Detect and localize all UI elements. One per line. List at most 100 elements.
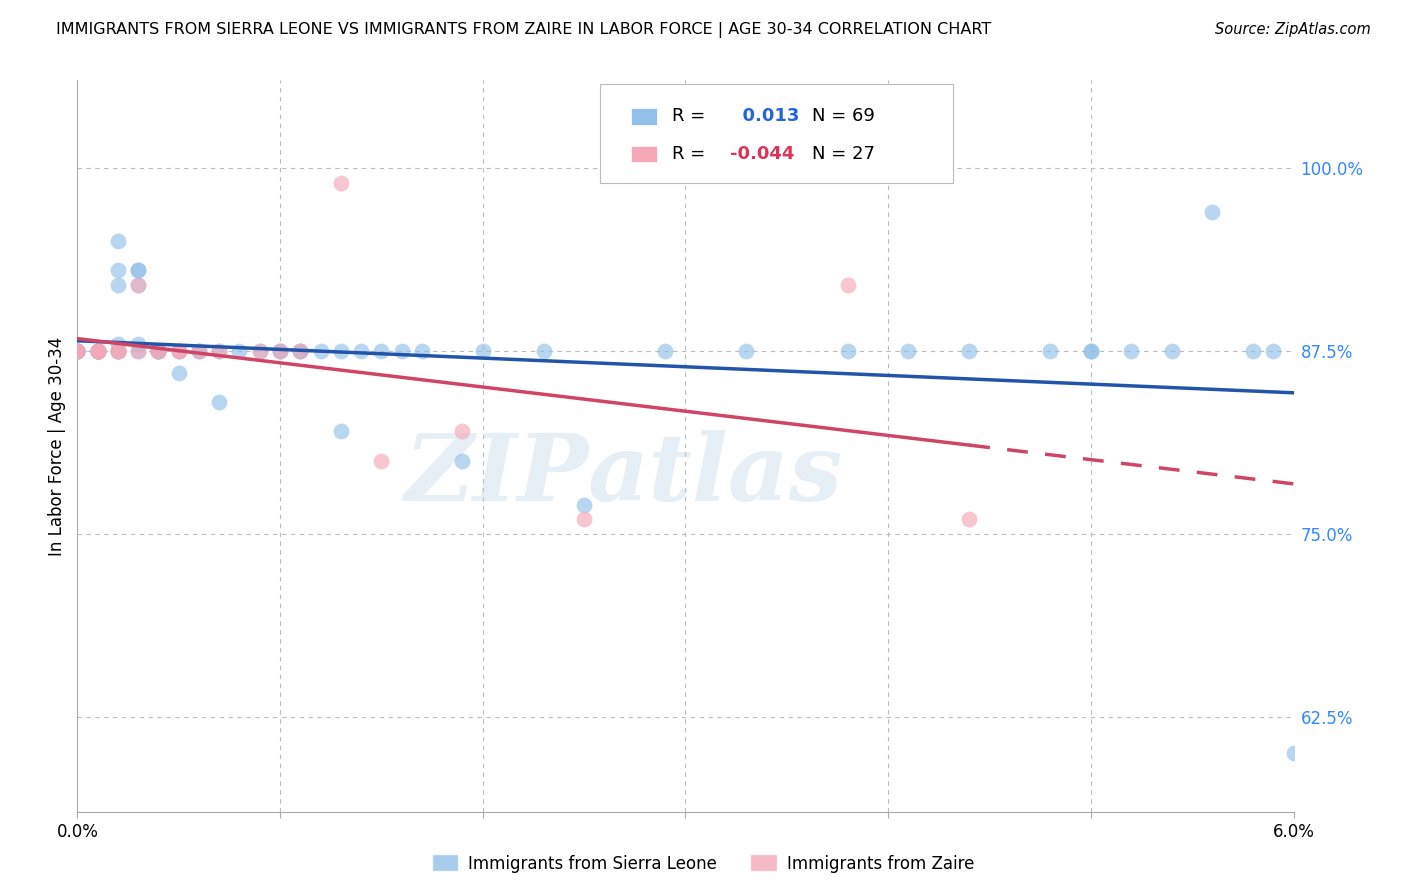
Point	[107, 278, 129, 293]
Point	[107, 343, 129, 358]
Text: Source: ZipAtlas.com: Source: ZipAtlas.com	[1215, 22, 1371, 37]
Point	[208, 343, 231, 358]
Point	[572, 512, 595, 526]
Point	[148, 343, 170, 358]
Point	[370, 453, 392, 467]
FancyBboxPatch shape	[631, 146, 658, 162]
Text: N = 69: N = 69	[811, 108, 875, 126]
Point	[66, 343, 89, 358]
Point	[290, 343, 312, 358]
Point	[107, 343, 129, 358]
Point	[329, 176, 352, 190]
Point	[249, 343, 271, 358]
FancyBboxPatch shape	[631, 109, 658, 125]
Point	[86, 343, 108, 358]
Point	[533, 343, 555, 358]
Point	[228, 343, 250, 358]
Point	[329, 425, 352, 439]
Point	[837, 278, 859, 293]
Point	[290, 343, 312, 358]
Point	[148, 343, 170, 358]
Point	[127, 343, 149, 358]
Point	[66, 343, 89, 358]
Point	[66, 343, 89, 358]
Point	[66, 343, 89, 358]
Point	[86, 343, 108, 358]
Text: R =: R =	[672, 145, 711, 163]
Point	[471, 343, 494, 358]
Point	[86, 343, 108, 358]
Point	[107, 336, 129, 351]
FancyBboxPatch shape	[600, 84, 953, 183]
Point	[370, 343, 392, 358]
Point	[188, 343, 211, 358]
Point	[1121, 343, 1143, 358]
Point	[329, 343, 352, 358]
Point	[107, 263, 129, 277]
Point	[86, 343, 108, 358]
Point	[127, 343, 149, 358]
Point	[86, 343, 108, 358]
Point	[86, 343, 108, 358]
Point	[66, 343, 89, 358]
Point	[735, 343, 758, 358]
Point	[188, 343, 211, 358]
Point	[66, 343, 89, 358]
Point	[451, 453, 474, 467]
Point	[1241, 343, 1264, 358]
Point	[167, 343, 190, 358]
Point	[572, 498, 595, 512]
Point	[86, 343, 108, 358]
Text: -0.044: -0.044	[731, 145, 794, 163]
Text: ZIP: ZIP	[404, 430, 588, 520]
Point	[411, 343, 433, 358]
Point	[1263, 343, 1285, 358]
Point	[86, 343, 108, 358]
Point	[391, 343, 413, 358]
Point	[1039, 343, 1062, 358]
Point	[1080, 343, 1102, 358]
Point	[167, 366, 190, 380]
Point	[86, 343, 108, 358]
Point	[107, 343, 129, 358]
Point	[957, 512, 980, 526]
Point	[127, 263, 149, 277]
Point	[66, 343, 89, 358]
Point	[86, 343, 108, 358]
Point	[208, 395, 231, 409]
Point	[309, 343, 332, 358]
Point	[66, 343, 89, 358]
Point	[107, 234, 129, 248]
Point	[148, 343, 170, 358]
Point	[208, 343, 231, 358]
Point	[897, 343, 920, 358]
Point	[957, 343, 980, 358]
Point	[107, 343, 129, 358]
Point	[269, 343, 291, 358]
Point	[86, 343, 108, 358]
Text: R =: R =	[672, 108, 711, 126]
Point	[127, 278, 149, 293]
Point	[167, 343, 190, 358]
Point	[1201, 205, 1223, 219]
Point	[269, 343, 291, 358]
Point	[350, 343, 373, 358]
Legend: Immigrants from Sierra Leone, Immigrants from Zaire: Immigrants from Sierra Leone, Immigrants…	[425, 847, 981, 880]
Point	[1282, 746, 1305, 760]
Point	[127, 336, 149, 351]
Point	[127, 278, 149, 293]
Point	[127, 263, 149, 277]
Text: atlas: atlas	[588, 430, 844, 520]
Text: IMMIGRANTS FROM SIERRA LEONE VS IMMIGRANTS FROM ZAIRE IN LABOR FORCE | AGE 30-34: IMMIGRANTS FROM SIERRA LEONE VS IMMIGRAN…	[56, 22, 991, 38]
Text: 0.013: 0.013	[731, 108, 800, 126]
Point	[66, 343, 89, 358]
Point	[148, 343, 170, 358]
Point	[148, 343, 170, 358]
Point	[148, 343, 170, 358]
Point	[1161, 343, 1184, 358]
Text: N = 27: N = 27	[811, 145, 875, 163]
Point	[167, 343, 190, 358]
Point	[654, 343, 676, 358]
Y-axis label: In Labor Force | Age 30-34: In Labor Force | Age 30-34	[48, 336, 66, 556]
Point	[249, 343, 271, 358]
